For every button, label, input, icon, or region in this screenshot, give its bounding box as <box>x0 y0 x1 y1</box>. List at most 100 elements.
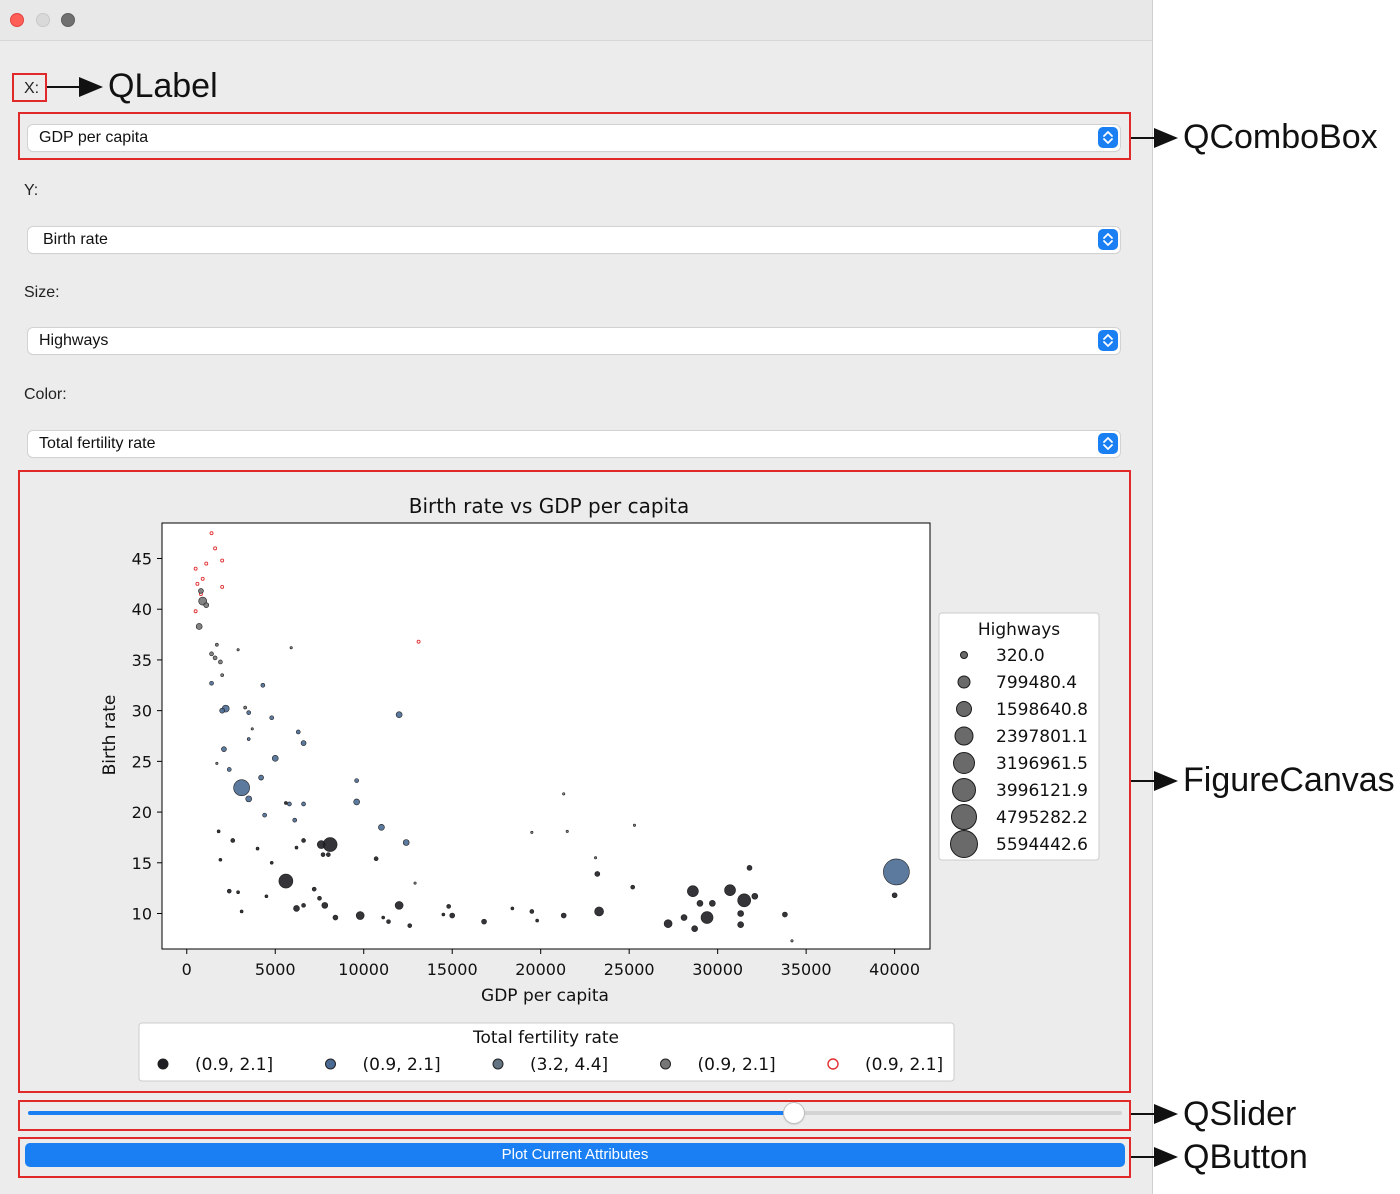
data-point <box>260 682 266 688</box>
data-point <box>193 609 198 614</box>
data-point <box>378 823 385 831</box>
data-point <box>233 779 250 797</box>
data-point <box>203 602 210 608</box>
x-ticks: 0 5000 10000 15000 20000 25000 30000 35000 40000 <box>182 949 920 979</box>
data-point <box>215 761 219 765</box>
qbutton-annotation: QButton <box>1183 1138 1308 1176</box>
data-point <box>737 910 744 917</box>
data-point <box>295 729 301 735</box>
data-point <box>530 830 534 834</box>
size-legend-title: Highways <box>978 620 1060 640</box>
y-axis-title: Birth rate <box>100 695 120 776</box>
data-point <box>255 846 260 851</box>
x-axis-title: GDP per capita <box>481 986 609 1006</box>
maximize-window-button[interactable] <box>61 13 75 27</box>
figurecanvas-highlight <box>18 470 1131 1093</box>
data-point <box>746 865 753 871</box>
updown-chevron-icon <box>1098 433 1118 454</box>
y-tick-label: 40 <box>132 600 152 619</box>
data-point <box>311 886 317 892</box>
size-legend-entries: 320.0 799480.4 1598640.8 2397801.1 3196961.5… <box>950 646 1088 858</box>
data-point <box>696 900 704 907</box>
data-point <box>230 838 236 843</box>
size-legend-label: 2397801.1 <box>996 727 1088 747</box>
data-point <box>630 884 636 890</box>
color-legend-marker <box>827 1058 839 1070</box>
data-point <box>292 817 298 823</box>
color-combobox-value: Total fertility rate <box>39 435 156 452</box>
plot-area <box>161 522 931 950</box>
size-legend-marker <box>951 804 977 830</box>
size-legend-marker <box>950 830 978 858</box>
x-axis-combobox[interactable]: GDP per capita <box>28 125 1120 151</box>
x-tick-label: 15000 <box>427 960 478 979</box>
data-point <box>782 911 788 918</box>
size-combobox-value: Highways <box>39 332 109 349</box>
color-legend-entries: (0.9, 2.1] (0.9, 2.1] (3.2, 4.4] (0.9, 2.1]… <box>157 1055 943 1075</box>
data-point <box>220 584 225 589</box>
data-point <box>209 651 214 657</box>
data-point <box>332 914 339 921</box>
size-legend-label: 3996121.9 <box>996 781 1088 801</box>
x-tick-label: 25000 <box>604 960 655 979</box>
qslider-highlight <box>18 1100 1131 1131</box>
data-point <box>687 885 699 897</box>
data-point <box>481 918 487 925</box>
x-tick-label: 0 <box>182 960 192 979</box>
size-legend-marker <box>953 752 975 774</box>
data-point <box>215 642 219 647</box>
data-point <box>663 919 673 928</box>
y-axis-combobox[interactable]: Birth rate <box>28 227 1120 253</box>
slider-fill <box>28 1111 794 1115</box>
data-point <box>226 767 232 772</box>
data-point <box>269 715 275 721</box>
data-point <box>262 812 267 818</box>
size-legend-label: 320.0 <box>996 646 1045 666</box>
data-point <box>246 737 251 741</box>
data-point <box>219 707 225 714</box>
color-legend-title: Total fertility rate <box>472 1028 619 1048</box>
plot-current-attributes-button[interactable]: Plot Current Attributes <box>25 1143 1125 1167</box>
data-point <box>294 845 299 850</box>
figurecanvas-annotation: FigureCanvas <box>1183 761 1395 799</box>
y-tick-label: 35 <box>132 651 152 670</box>
color-label: Color: <box>24 386 67 403</box>
y-axis-label: Y: <box>24 182 39 199</box>
color-legend-box <box>138 1022 955 1082</box>
data-point <box>209 531 214 536</box>
data-point <box>402 839 410 846</box>
data-point <box>198 588 204 594</box>
scatter-chart: Birth rate vs GDP per capita GDP per cap… <box>100 494 1100 1082</box>
slider-thumb[interactable] <box>783 1103 804 1123</box>
data-point <box>562 792 566 796</box>
data-point <box>289 646 293 650</box>
data-point <box>216 829 221 834</box>
data-point <box>209 680 214 686</box>
size-legend-marker <box>960 651 968 659</box>
data-point <box>883 858 910 886</box>
figure-canvas[interactable]: Birth rate vs GDP per capita GDP per cap… <box>21 473 1127 1089</box>
data-point <box>250 727 254 731</box>
size-combobox[interactable]: Highways <box>28 328 1120 354</box>
data-point <box>594 871 601 877</box>
color-legend-label: (0.9, 2.1] <box>698 1055 776 1075</box>
size-legend-marker <box>957 675 971 689</box>
data-point <box>594 856 598 860</box>
size-legend-label: 4795282.2 <box>996 808 1088 828</box>
data-point <box>220 558 225 563</box>
data-point <box>386 919 391 924</box>
attribute-slider[interactable] <box>28 1111 1122 1115</box>
close-window-button[interactable] <box>10 13 24 27</box>
data-point <box>321 902 329 909</box>
minimize-window-button[interactable] <box>36 13 50 27</box>
data-point <box>269 860 274 865</box>
size-legend-marker <box>954 726 974 746</box>
size-legend-box <box>938 612 1100 861</box>
data-point <box>195 623 203 630</box>
y-tick-label: 10 <box>132 905 152 924</box>
data-point <box>354 778 359 783</box>
app-window: X: GDP per capita Y: Birth rate Size: Hi… <box>0 0 1153 1194</box>
updown-chevron-icon <box>1098 229 1118 250</box>
color-combobox[interactable]: Total fertility rate <box>28 431 1120 457</box>
x-tick-label: 5000 <box>255 960 296 979</box>
